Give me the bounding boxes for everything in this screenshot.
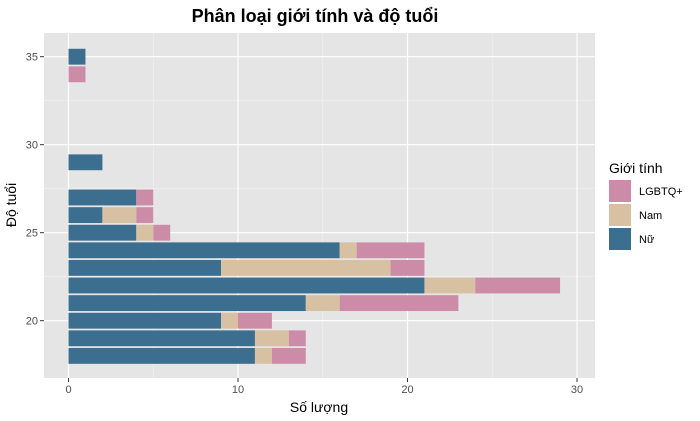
y-axis-title: Độ tuổi [3,183,19,227]
bar-segment [136,207,154,224]
bar-segment [68,224,137,241]
legend: LGBTQ+ Nam Nữ [609,180,683,250]
bar-segment [68,207,103,224]
bar-segment [68,242,340,259]
x-tick-label: 0 [65,384,71,396]
bar-segment [356,242,425,259]
x-tick-label: 30 [571,384,583,396]
y-tick-label: 20 [26,316,38,328]
bar-segment [339,295,459,312]
legend-key [609,180,631,202]
bar-segment [254,347,272,364]
bar-segment [68,259,222,276]
bar-segment [68,189,137,206]
bar-segment [305,295,340,312]
bar-segment [68,347,255,364]
x-tick-label: 10 [232,384,244,396]
x-axis-ticks: 0 10 20 30 [65,378,583,396]
chart-title: Phân loại giới tính và độ tuổi [192,6,439,26]
bar-segment [238,312,272,329]
bar-segment [153,224,171,241]
legend-key [609,228,631,250]
bar-segment [102,207,137,224]
bar-segment [221,259,391,276]
legend-label: Nữ [639,234,655,246]
legend-label: Nam [639,210,662,222]
bar-segment [136,189,154,206]
legend-title: Giới tính [609,160,663,176]
legend-label: LGBTQ+ [639,186,683,198]
y-tick-label: 25 [26,228,38,240]
bar-segment [68,295,306,312]
bar-segment [68,312,222,329]
bar-segment [68,277,425,294]
x-tick-label: 20 [401,384,413,396]
bar-segment [475,277,561,294]
y-axis-ticks: 20 25 30 35 [26,52,44,328]
y-tick-label: 30 [26,140,38,152]
bar-segment [339,242,357,259]
bar-segment [271,347,306,364]
bar-segment [221,312,238,329]
y-tick-label: 35 [26,52,38,64]
bar-segment [68,66,86,83]
bar-segment [68,330,255,347]
x-axis-title: Số lượng [290,399,348,415]
bar-segment [68,48,86,65]
bar-segment [288,330,306,347]
bar-segment [390,259,425,276]
bar-segment [424,277,476,294]
bar-segment [254,330,289,347]
minor-gridlines [44,33,595,378]
legend-key [609,204,631,226]
bars [68,48,561,364]
bar-segment [136,224,154,241]
bar-segment [68,154,103,171]
